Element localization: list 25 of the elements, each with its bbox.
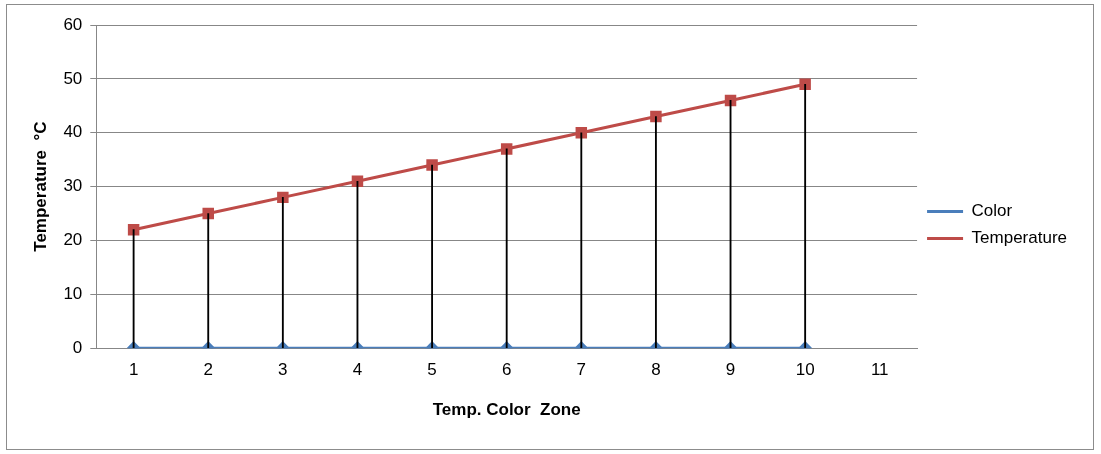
y-tick-label: 0 bbox=[72, 337, 83, 357]
y-tick-label: 20 bbox=[63, 230, 83, 250]
y-tick-label: 40 bbox=[63, 122, 83, 142]
x-tick-label: 1 bbox=[128, 360, 139, 380]
legend-label: Temperature bbox=[971, 228, 1067, 248]
point bbox=[500, 143, 513, 155]
y-axis-title: Temperature °C bbox=[30, 121, 50, 252]
x-tick-label: 9 bbox=[725, 360, 736, 380]
y-tick-label: 10 bbox=[63, 284, 83, 304]
point bbox=[351, 175, 364, 187]
point bbox=[724, 94, 737, 107]
x-tick-label: 3 bbox=[278, 360, 288, 380]
x-tick-label: 8 bbox=[651, 360, 661, 380]
x-tick-label: 6 bbox=[501, 360, 512, 380]
x-tick-label: 2 bbox=[203, 360, 213, 380]
y-tick-label: 50 bbox=[63, 68, 83, 88]
y-tick-label: 30 bbox=[63, 176, 83, 196]
x-tick-label: 11 bbox=[870, 360, 889, 380]
x-axis-title: Temp. Color Zone bbox=[432, 400, 581, 420]
x-tick-label: 10 bbox=[795, 360, 815, 380]
x-tick-label: 7 bbox=[576, 360, 587, 380]
x-tick-label: 5 bbox=[427, 360, 437, 380]
x-tick-label: 4 bbox=[352, 360, 363, 380]
y-tick-label: 60 bbox=[63, 14, 83, 34]
legend-label: Color bbox=[971, 201, 1013, 221]
